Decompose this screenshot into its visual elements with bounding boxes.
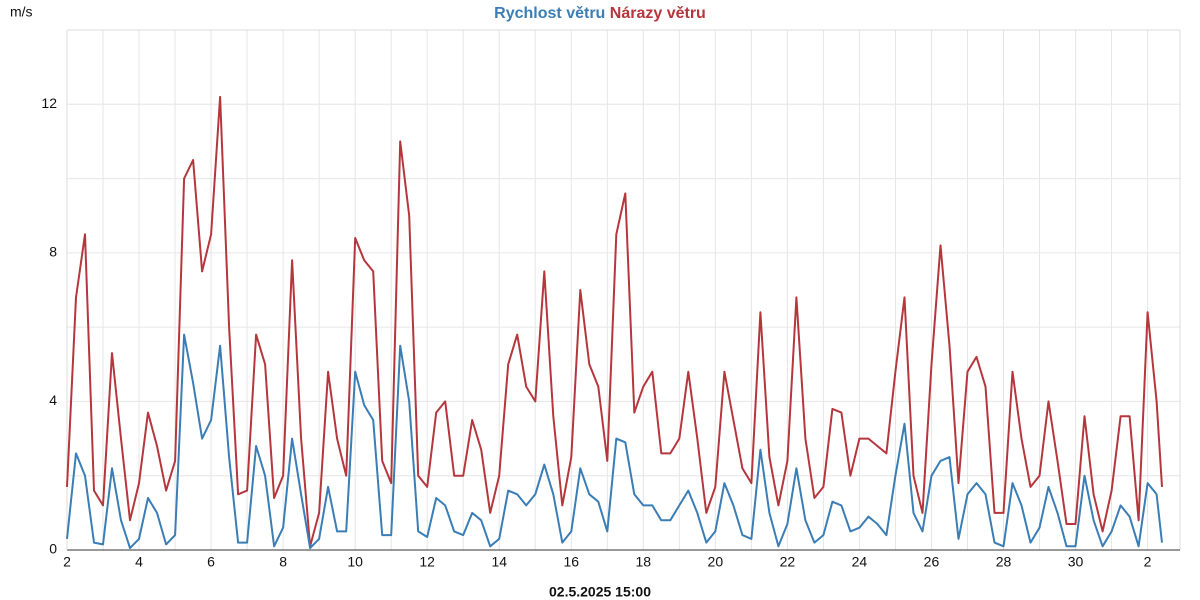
y-tick-label: 8	[49, 244, 57, 260]
x-tick-label: 22	[780, 554, 796, 570]
x-tick-label: 18	[636, 554, 652, 570]
x-tick-label: 2	[63, 554, 71, 570]
x-tick-label: 10	[347, 554, 363, 570]
y-tick-label: 12	[41, 95, 57, 111]
x-tick-label: 26	[924, 554, 940, 570]
legend-entry: Nárazy větru	[610, 5, 706, 22]
legend: Rychlost větru Nárazy větru	[494, 5, 706, 22]
x-tick-label: 4	[135, 554, 143, 570]
x-tick-label: 2	[1144, 554, 1152, 570]
x-tick-label: 6	[207, 554, 215, 570]
x-tick-label: 14	[491, 554, 507, 570]
series-line	[66, 333, 1163, 550]
x-tick-label: 30	[1068, 554, 1084, 570]
y-unit: m/s	[10, 4, 33, 20]
x-tick-label: 8	[279, 554, 287, 570]
legend-entry: Rychlost větru	[494, 5, 605, 22]
x-tick-label: 16	[563, 554, 579, 570]
x-axis-label: 02.5.2025 15:00	[549, 584, 651, 600]
x-tick-label: 28	[996, 554, 1012, 570]
x-tick-label: 20	[708, 554, 724, 570]
x-tick-label: 12	[419, 554, 435, 570]
x-tick-label: 24	[852, 554, 868, 570]
y-tick-label: 4	[49, 392, 57, 408]
series-line	[66, 95, 1163, 548]
y-tick-label: 0	[49, 541, 57, 557]
